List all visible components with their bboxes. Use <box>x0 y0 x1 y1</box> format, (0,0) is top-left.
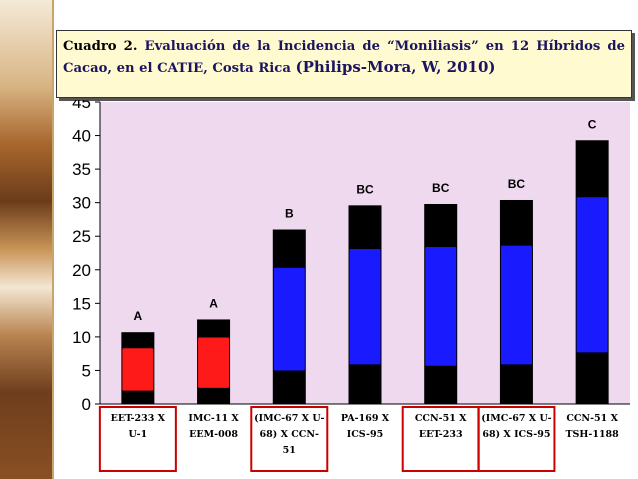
x-tick-label: U-1 <box>129 429 148 440</box>
y-tick-label: 20 <box>72 261 91 280</box>
y-tick-label: 25 <box>72 227 91 246</box>
bar-group: BC <box>348 182 382 404</box>
slide-title: Cuadro 2. Evaluación de la Incidencia de… <box>63 36 625 79</box>
category-highlight-box <box>98 406 177 472</box>
y-tick-label: 5 <box>82 361 91 380</box>
x-tick-label: IMC-11 X <box>188 413 239 424</box>
bar-inner-segment <box>122 348 154 391</box>
x-tick-label: ICS-95 <box>347 429 383 440</box>
y-tick-label: 30 <box>72 194 91 213</box>
x-tick-label: EEM-008 <box>189 429 238 440</box>
x-tick-label: CCN-51 X <box>566 413 618 424</box>
significance-letter: A <box>134 309 143 323</box>
significance-letter: BC <box>508 177 526 191</box>
y-tick-label: 15 <box>72 294 91 313</box>
y-tick-label: 40 <box>72 127 91 146</box>
citation: (Philips-Mora, W, 2010) <box>295 58 496 76</box>
bar-inner-segment <box>349 248 381 365</box>
cacao-decoration-image <box>0 0 54 479</box>
significance-letter: B <box>285 207 294 221</box>
x-tick-label: 68) X CCN- <box>260 429 320 440</box>
bar-inner-segment <box>425 246 457 366</box>
x-tick-label: (IMC-67 X U- <box>254 413 324 424</box>
significance-letter: BC <box>356 182 374 196</box>
bar-group: A <box>197 296 231 404</box>
y-tick-label: 45 <box>72 100 91 112</box>
x-tick-label: TSH-1188 <box>565 429 619 440</box>
bar-chart: 0 5 10 15 20 25 30 35 40 45 A A B BC BC BC C EET-233 X U-1… <box>72 100 630 472</box>
title-box: Cuadro 2. Evaluación de la Incidencia de… <box>56 30 632 98</box>
x-tick-label: EET-233 X <box>111 413 166 424</box>
significance-letter: BC <box>432 181 450 195</box>
y-tick-label: 0 <box>82 395 91 414</box>
bar-inner-segment <box>500 245 532 365</box>
x-tick-label: PA-169 X <box>341 413 390 424</box>
x-tick-label: 51 <box>283 445 296 456</box>
bar-group: BC <box>424 181 458 404</box>
x-tick-label: CCN-51 X <box>415 413 467 424</box>
bar-inner-segment <box>273 267 305 371</box>
decoration-divider <box>52 0 54 479</box>
y-tick-label: 35 <box>72 160 91 179</box>
significance-letter: C <box>588 117 597 131</box>
significance-letter: A <box>209 296 218 310</box>
x-tick-label: EET-233 <box>419 429 463 440</box>
x-tick-label: (IMC-67 X U- <box>481 413 551 424</box>
x-tick-label: 68) X ICS-95 <box>482 429 550 440</box>
bar-inner-segment <box>576 197 608 353</box>
bar-group: B <box>272 207 306 404</box>
category-highlight-box <box>477 406 556 472</box>
table-label: Cuadro 2. <box>63 39 138 54</box>
title-text: Evaluación de la Incidencia de “Monilias… <box>63 39 625 76</box>
y-tick-label: 10 <box>72 328 91 347</box>
bar-group: BC <box>499 177 533 404</box>
bar-group: A <box>121 309 155 404</box>
category-highlight-box <box>250 406 329 472</box>
bar-group: C <box>575 117 609 404</box>
bar-inner-segment <box>198 337 230 388</box>
